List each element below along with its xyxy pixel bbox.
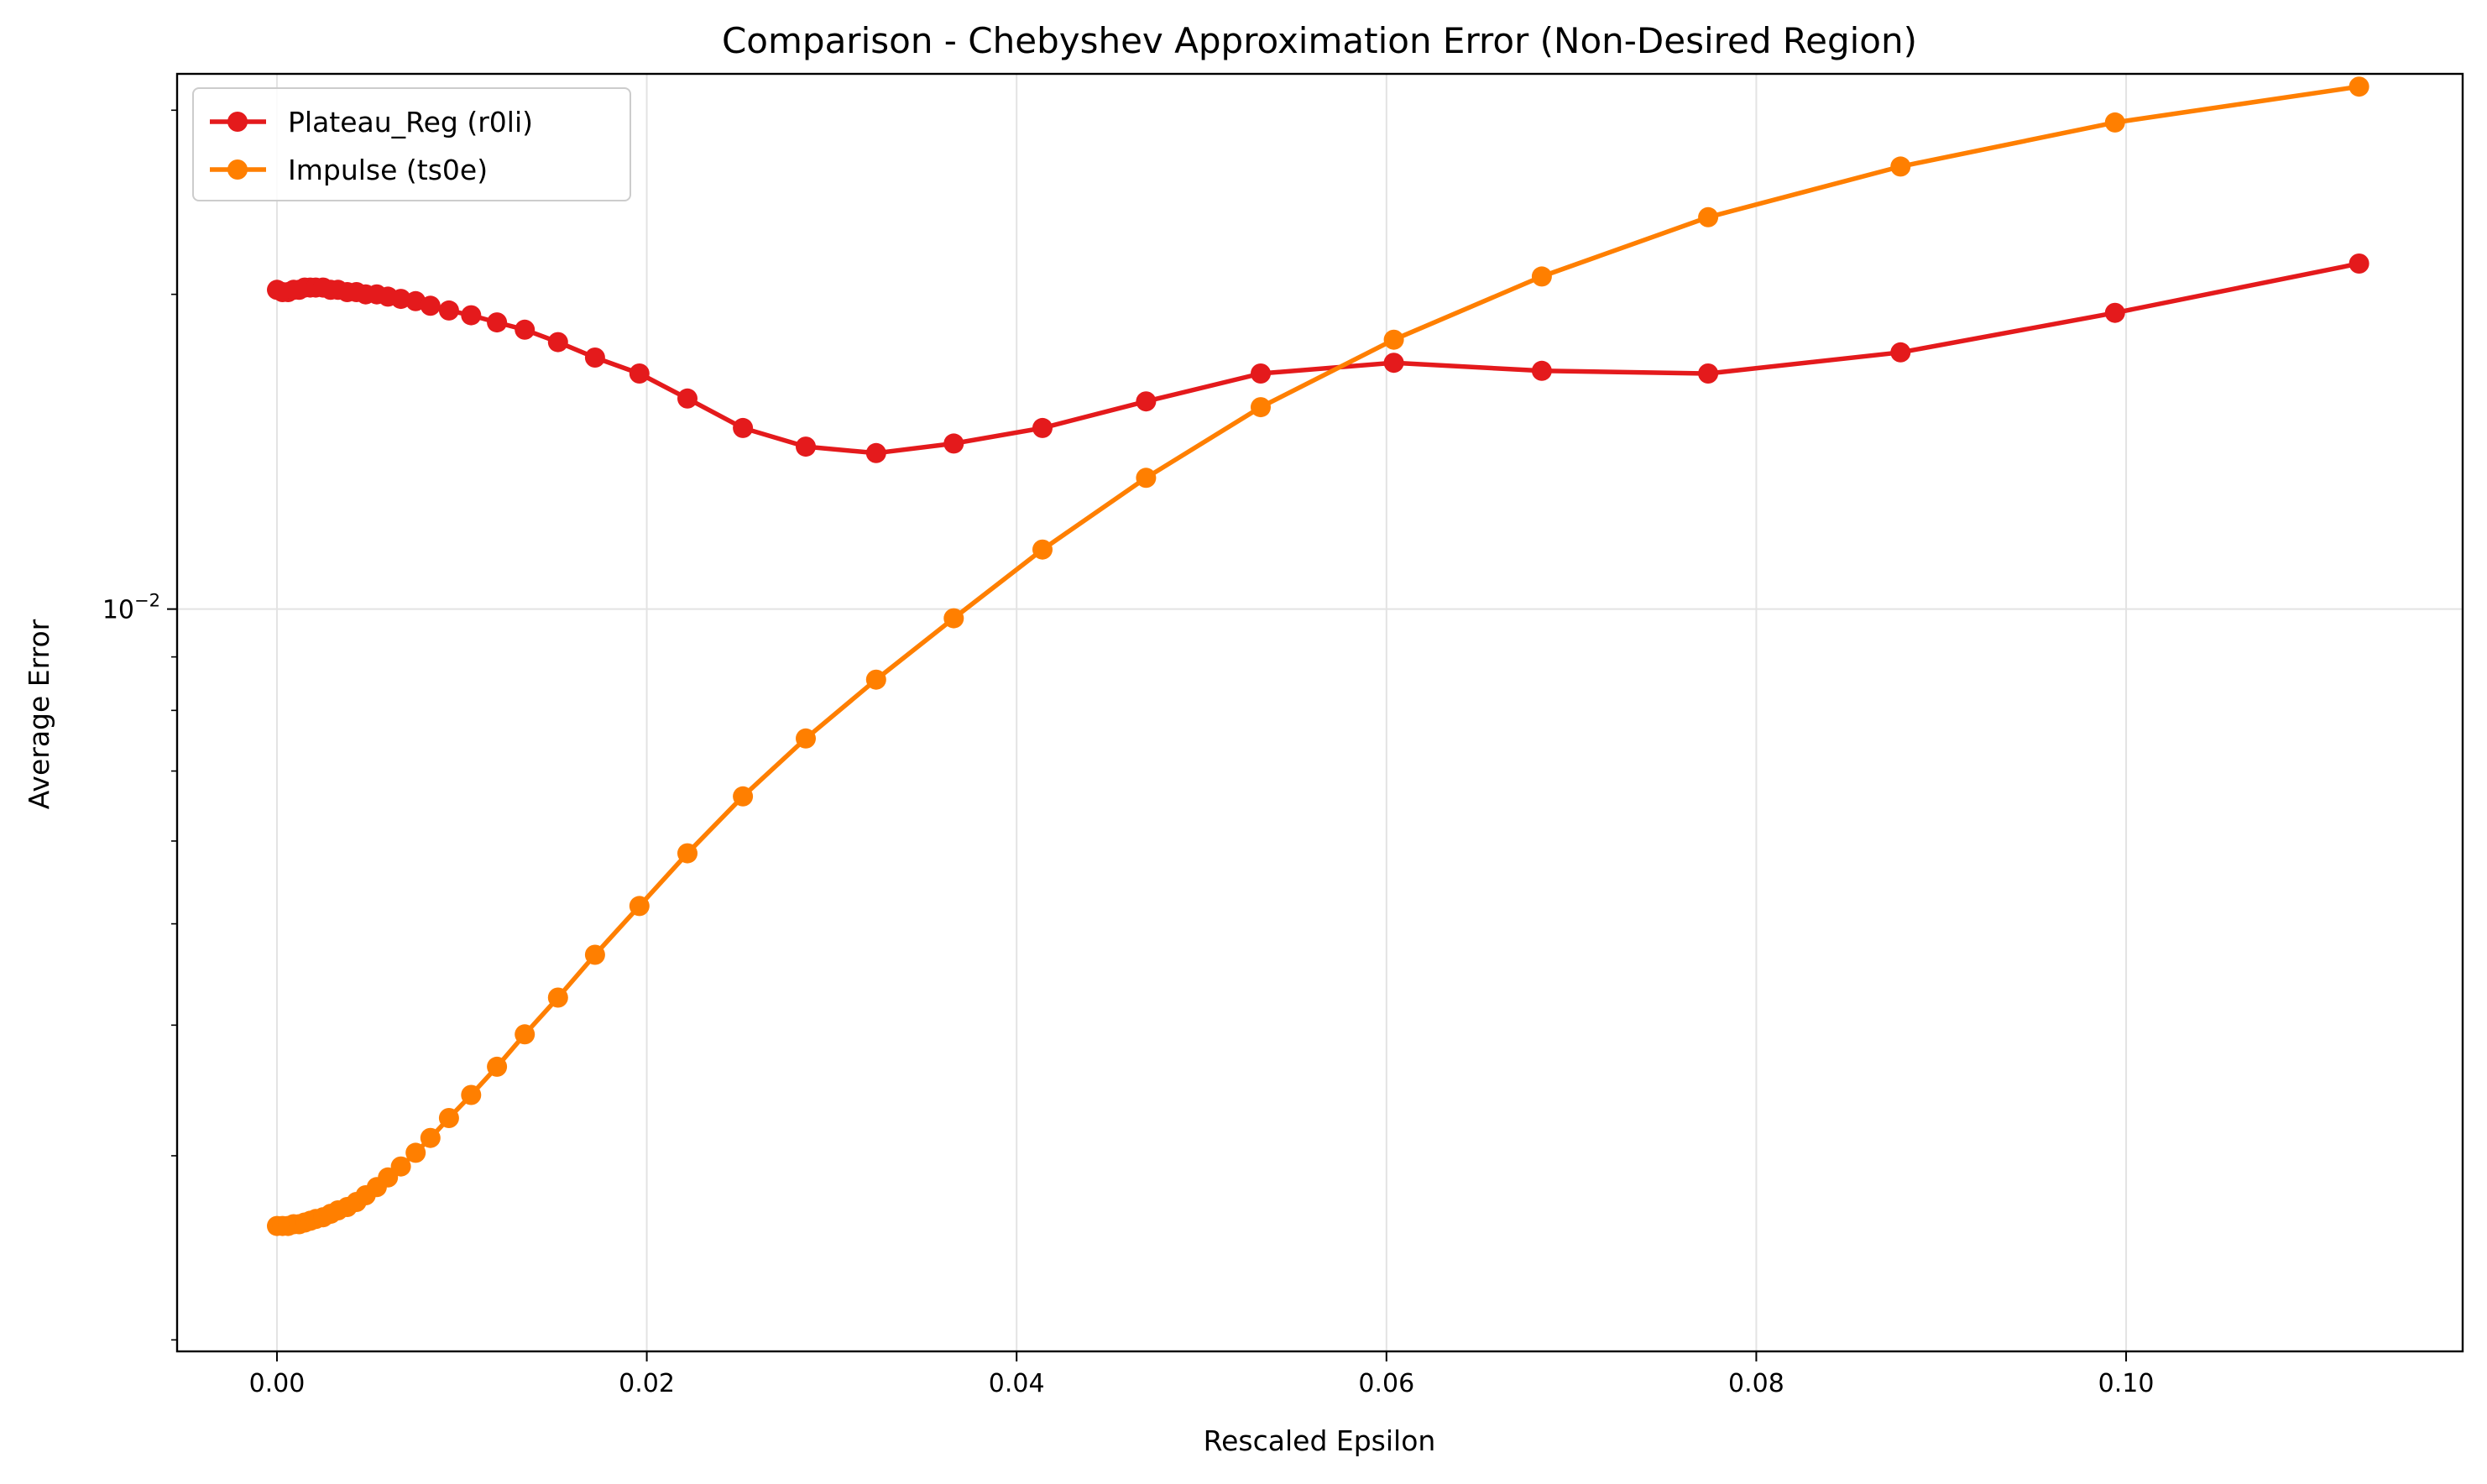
legend-item: Plateau_Reg (r0li)	[210, 106, 533, 138]
data-point	[1251, 363, 1271, 384]
data-point	[420, 295, 441, 316]
data-point	[796, 436, 816, 457]
x-tick-label: 0.08	[1728, 1369, 1784, 1398]
data-point	[487, 1056, 508, 1077]
data-point	[438, 300, 459, 321]
data-point	[1531, 360, 1552, 381]
data-point	[733, 786, 754, 807]
data-point	[1136, 468, 1157, 489]
data-point	[677, 388, 698, 409]
x-tick-label: 0.00	[249, 1369, 306, 1398]
data-point	[865, 669, 886, 690]
data-point	[390, 1156, 411, 1177]
data-point	[2349, 253, 2369, 274]
data-point	[390, 289, 411, 310]
data-point	[1383, 329, 1404, 350]
series-layer	[267, 76, 2369, 1236]
data-point	[2349, 76, 2369, 97]
data-point	[438, 1108, 459, 1128]
data-point	[487, 312, 508, 333]
x-axis-label: Rescaled Epsilon	[1204, 1424, 1436, 1457]
x-tick-label: 0.10	[2098, 1369, 2155, 1398]
data-point	[629, 896, 650, 917]
grid-layer	[177, 74, 2463, 1351]
tick-layer: 0.00 0.02 0.04 0.06 0.08 0.10 10−2	[102, 109, 2155, 1398]
data-point	[405, 1142, 426, 1163]
legend-label: Impulse (ts0e)	[288, 154, 488, 186]
legend: Plateau_Reg (r0li) Impulse (ts0e)	[192, 87, 631, 201]
data-point	[584, 347, 605, 368]
legend-box	[192, 87, 631, 201]
data-point	[420, 1127, 441, 1148]
plot-frame	[175, 72, 2464, 1353]
data-point	[943, 608, 964, 629]
data-point	[547, 332, 568, 353]
data-point	[1032, 417, 1053, 438]
data-point	[1136, 391, 1157, 412]
data-point	[515, 1024, 536, 1045]
data-point	[1890, 156, 1911, 177]
data-point	[1032, 539, 1053, 560]
data-point	[865, 442, 886, 463]
x-tick-label: 0.04	[989, 1369, 1045, 1398]
data-point	[584, 944, 605, 965]
data-point	[629, 363, 650, 384]
data-point	[461, 1084, 482, 1105]
legend-marker	[227, 112, 248, 132]
data-point	[2104, 112, 2125, 133]
data-point	[1698, 206, 1719, 227]
series-1	[267, 253, 2369, 463]
data-point	[515, 319, 536, 340]
data-point	[796, 728, 816, 749]
legend-label: Plateau_Reg (r0li)	[288, 106, 533, 138]
x-tick-label: 0.02	[619, 1369, 675, 1398]
data-point	[547, 987, 568, 1008]
data-point	[1531, 266, 1552, 287]
legend-marker	[227, 159, 248, 180]
data-point	[1698, 363, 1719, 384]
data-point	[733, 417, 754, 438]
data-point	[677, 843, 698, 864]
x-tick-label: 0.06	[1358, 1369, 1414, 1398]
chart-title: Comparison - Chebyshev Approximation Err…	[722, 20, 1917, 61]
y-tick-label: 10−2	[102, 591, 160, 625]
legend-item: Impulse (ts0e)	[210, 154, 488, 186]
data-point	[943, 433, 964, 454]
data-point	[461, 305, 482, 326]
series-2	[267, 76, 2369, 1236]
data-point	[1890, 342, 1911, 363]
data-point	[2104, 302, 2125, 323]
y-axis-label: Average Error	[23, 619, 55, 809]
data-point	[1251, 397, 1271, 418]
data-point	[1383, 353, 1404, 374]
